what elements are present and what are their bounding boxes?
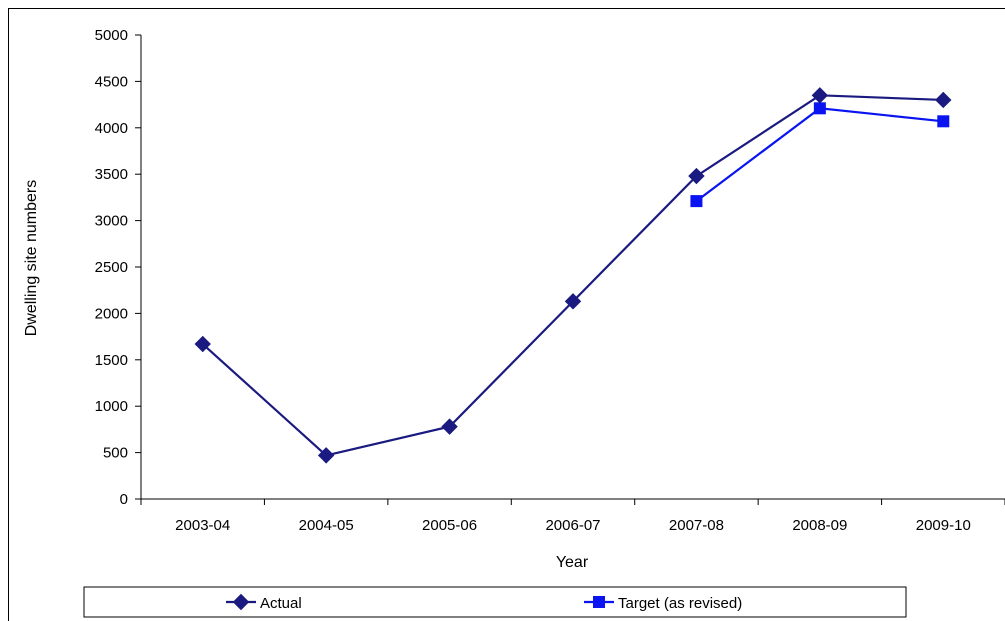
y-tick-label: 4000 (95, 120, 128, 137)
x-tick-label: 2008-09 (792, 517, 847, 534)
series-1 (194, 87, 952, 464)
x-axis: 2003-04 2004-05 2005-06 2006-07 2007-08 2008-… (140, 498, 1005, 534)
x-tick-label: 2006-07 (545, 517, 600, 534)
series-layer (194, 87, 952, 464)
data-point (937, 115, 950, 128)
y-axis-title: Dwelling site numbers (23, 180, 40, 337)
data-point (935, 91, 952, 109)
data-point (690, 195, 703, 208)
y-tick-label: 2000 (95, 305, 128, 322)
x-axis-title: Year (556, 554, 589, 571)
x-tick-label: 2009-10 (916, 517, 971, 534)
legend-box (83, 586, 907, 618)
y-tick-label: 1000 (95, 398, 128, 415)
legend-label: Target (as revised) (618, 595, 742, 612)
data-point (813, 102, 826, 115)
y-axis: 0 500 1000 1500 2000 2500 3000 3500 4000 4500 5000 (95, 27, 142, 508)
data-point (688, 167, 705, 185)
x-tick-label: 2005-06 (422, 517, 477, 534)
legend-marker (232, 593, 250, 611)
x-tick-label: 2004-05 (299, 517, 354, 534)
y-tick-label: 4500 (95, 73, 128, 90)
legend: Actual Target (as revised) (83, 586, 907, 618)
data-point (194, 335, 211, 353)
data-point (441, 418, 458, 435)
legend-item: Target (as revised) (584, 595, 742, 612)
y-tick-label: 5000 (95, 27, 128, 44)
y-tick-label: 0 (120, 491, 128, 508)
y-tick-label: 2500 (95, 259, 128, 276)
data-point (317, 447, 335, 464)
data-point (811, 87, 829, 104)
data-point (564, 293, 582, 310)
legend-marker (593, 596, 605, 608)
y-tick-label: 3500 (95, 166, 128, 183)
y-tick-label: 500 (103, 445, 128, 462)
x-tick-label: 2003-04 (175, 517, 230, 534)
y-tick-label: 1500 (95, 352, 128, 369)
legend-label: Actual (260, 595, 302, 612)
legend-item: Actual (226, 593, 302, 612)
chart-frame (8, 8, 1005, 621)
x-tick-label: 2007-08 (669, 517, 724, 534)
series-2 (690, 102, 950, 208)
y-tick-label: 3000 (95, 213, 128, 230)
